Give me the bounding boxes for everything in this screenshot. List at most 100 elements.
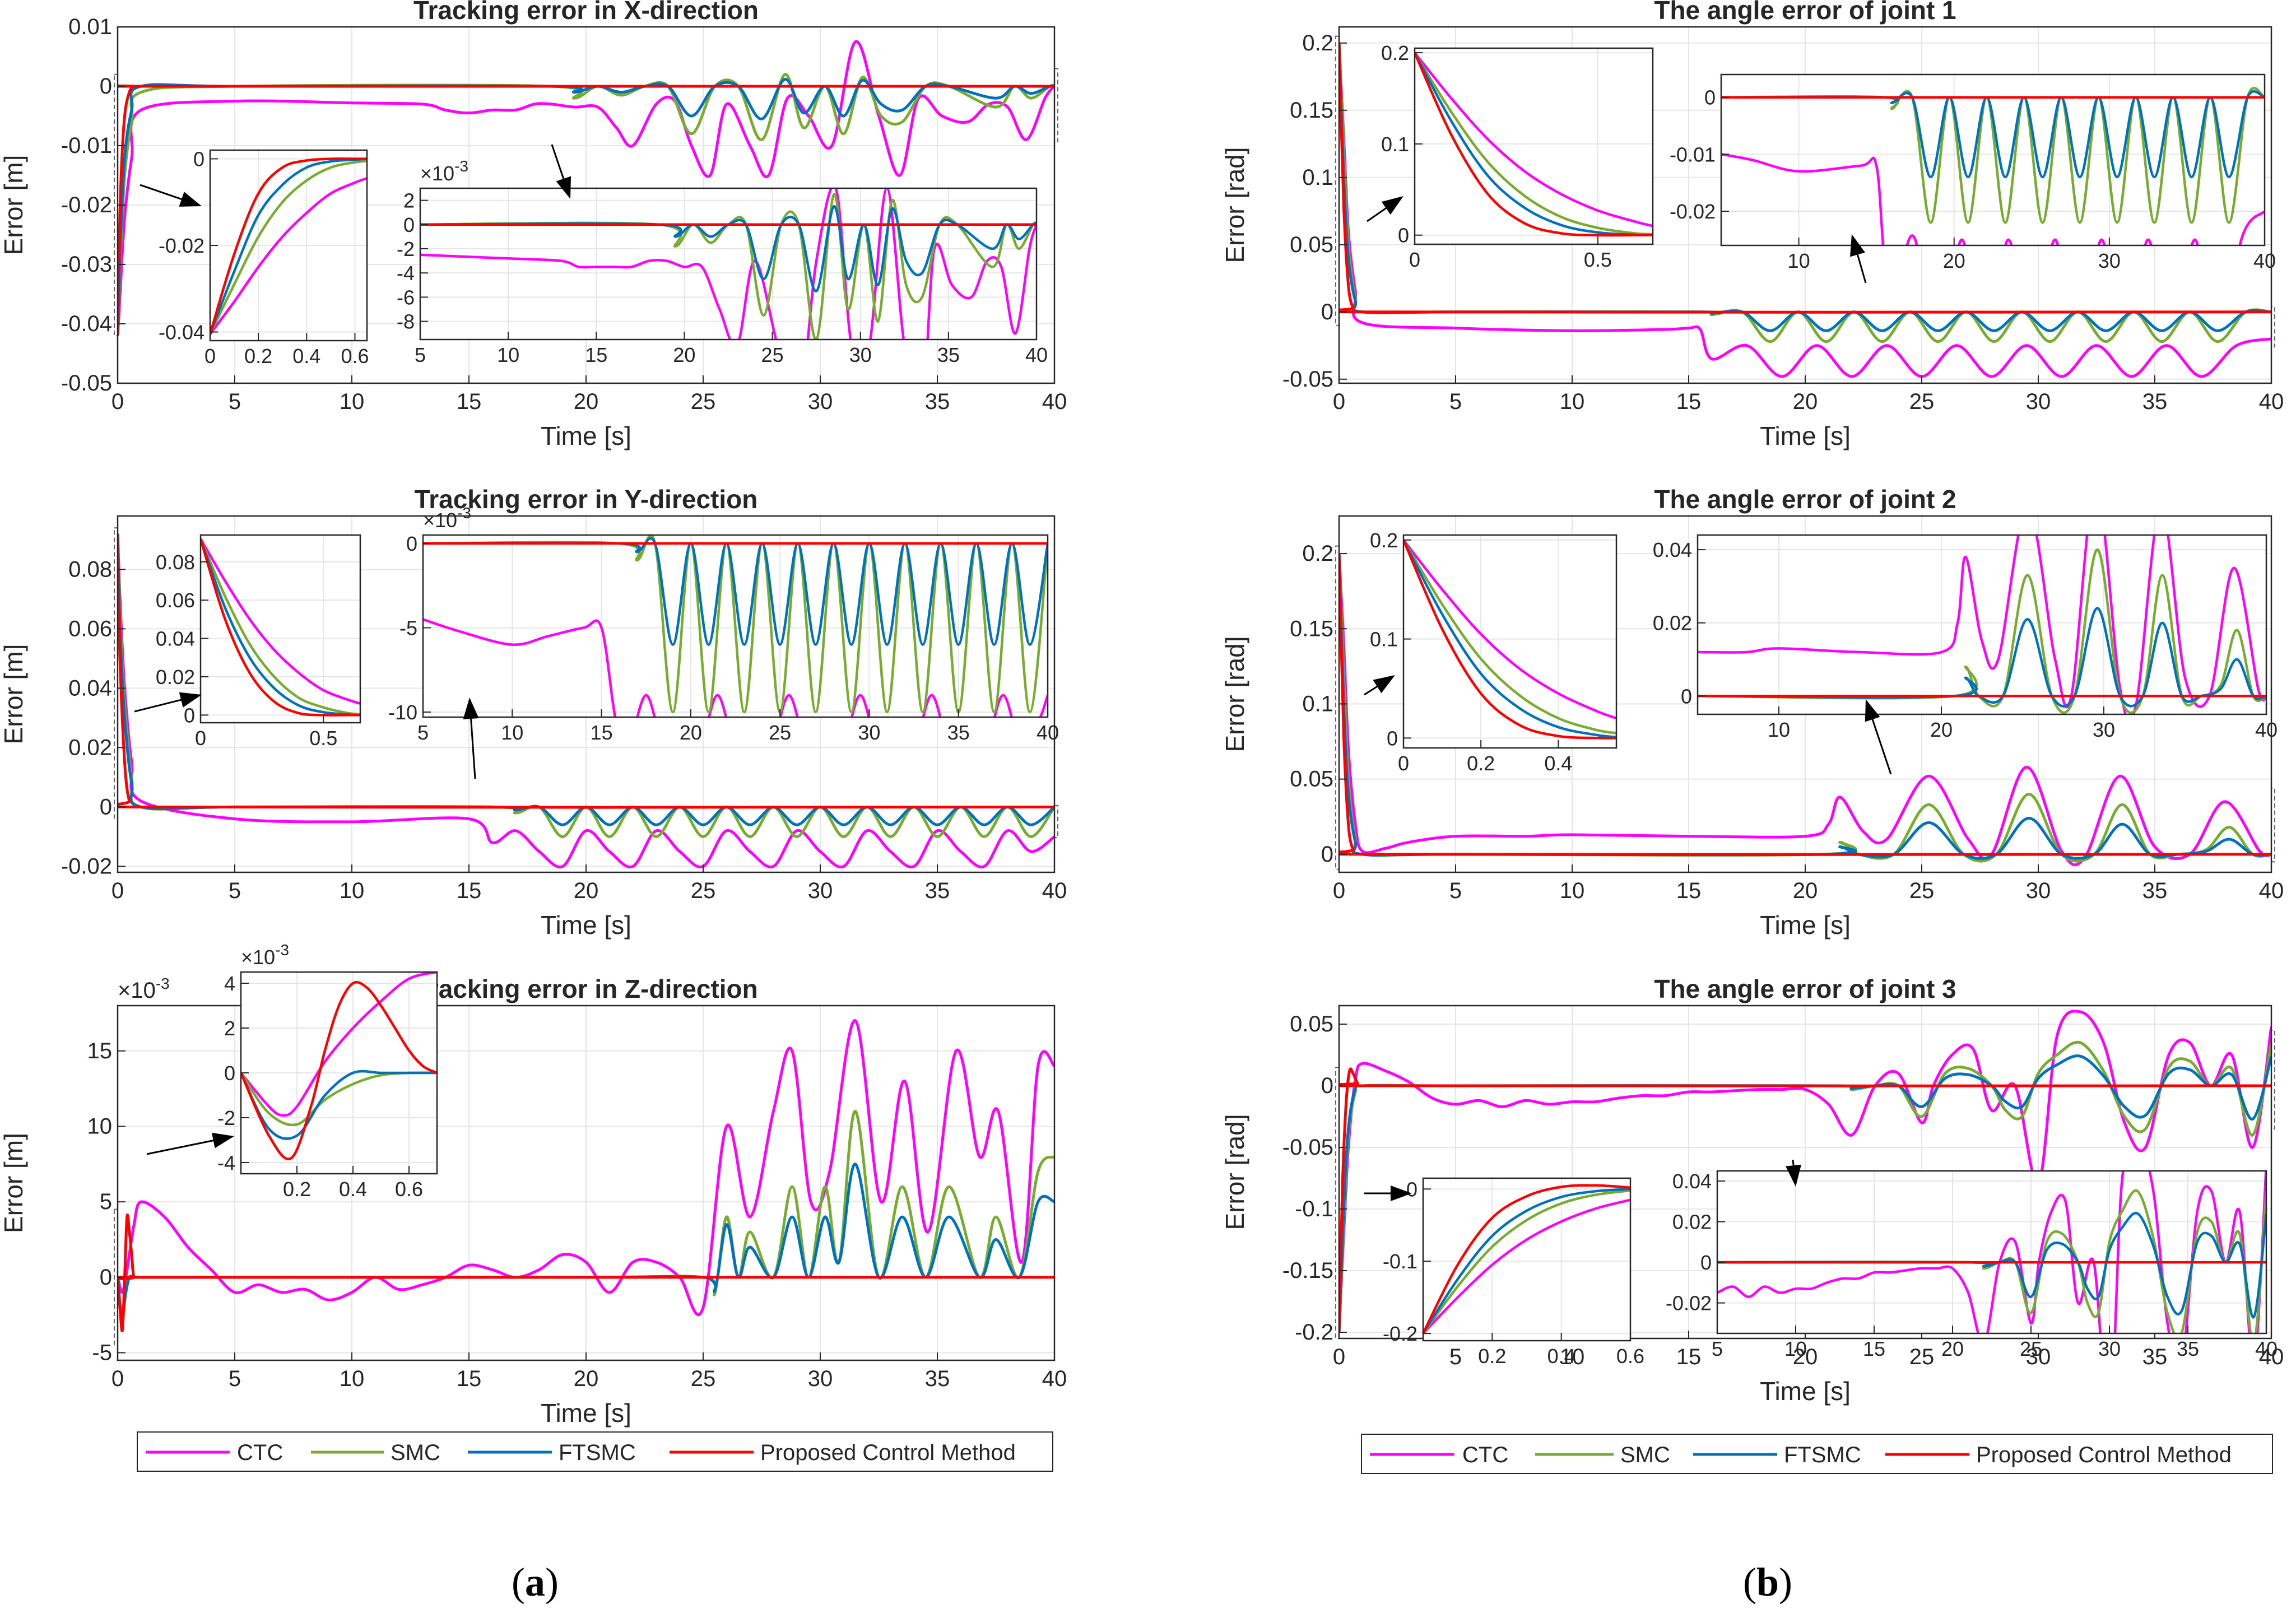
plot-area-ax_in2 bbox=[420, 188, 1037, 340]
x-tick-label: 25 bbox=[761, 343, 784, 366]
x-tick-label: 15 bbox=[1676, 1345, 1702, 1369]
y-tick-label: 0.02 bbox=[1653, 612, 1692, 635]
x-tick-label: 25 bbox=[691, 1366, 716, 1391]
x-tick-label: 40 bbox=[1042, 878, 1067, 903]
x-tick-label: 0 bbox=[195, 727, 206, 750]
y-tick-label: 0.2 bbox=[1302, 31, 1333, 55]
y-tick-label: -4 bbox=[397, 262, 415, 285]
series-group-az bbox=[118, 1019, 1054, 1333]
legend-a-proposed-label: Proposed Control Method bbox=[760, 1440, 1016, 1465]
y-tick-label: 0.15 bbox=[1290, 616, 1333, 641]
x-tick-label: 0.4 bbox=[1547, 1345, 1575, 1368]
x-tick-label: 0.5 bbox=[309, 727, 337, 750]
legend-a: CTC SMC FTSMC Proposed Control Method bbox=[137, 1431, 1053, 1472]
x-tick-label: 20 bbox=[673, 343, 695, 366]
y-tick-label: 4 bbox=[224, 972, 235, 995]
x-tick-label: 35 bbox=[937, 343, 960, 366]
x-axis-label: Time [s] bbox=[1760, 421, 1851, 450]
axis-exponent: ×10-3 bbox=[241, 941, 289, 969]
x-tick-label: 15 bbox=[457, 389, 482, 414]
axes-frame bbox=[1697, 534, 2267, 715]
y-tick-label: -0.03 bbox=[61, 252, 112, 277]
y-tick-label: 0.01 bbox=[68, 15, 112, 39]
series-group-az_in1 bbox=[241, 972, 437, 1160]
series-group-ay bbox=[118, 533, 1054, 868]
y-tick-label: -0.01 bbox=[61, 133, 112, 158]
x-tick-label: 40 bbox=[2259, 1345, 2284, 1369]
x-tick-label: 15 bbox=[1676, 878, 1702, 903]
axis-exponent: ×10-3 bbox=[423, 504, 471, 532]
y-tick-label: 0.04 bbox=[1672, 1170, 1712, 1193]
subfigure-label-a: (a) bbox=[512, 1560, 559, 1605]
y-tick-label: 0 bbox=[1398, 224, 1409, 247]
y-tick-label: 0.05 bbox=[1290, 233, 1333, 257]
y-tick-label: 0.2 bbox=[1370, 529, 1398, 552]
zoom-arrow bbox=[1367, 196, 1403, 222]
y-tick-label: -0.02 bbox=[1666, 1292, 1712, 1315]
x-axis-label: Time [s] bbox=[541, 421, 631, 450]
x-tick-label: 15 bbox=[591, 721, 613, 744]
y-tick-label: -0.05 bbox=[61, 371, 112, 396]
x-tick-label: 35 bbox=[2142, 389, 2168, 414]
y-tick-label: -0.01 bbox=[1670, 143, 1716, 166]
legend-b-proposed-label: Proposed Control Method bbox=[1976, 1443, 2232, 1467]
x-tick-label: 15 bbox=[1676, 389, 1702, 414]
x-tick-label: 20 bbox=[1793, 389, 1818, 414]
series-line-proposed-control-method bbox=[201, 538, 360, 717]
x-tick-label: 20 bbox=[1943, 249, 1965, 272]
legend-b-box bbox=[1361, 1434, 2273, 1474]
y-tick-label: -0.15 bbox=[1282, 1258, 1333, 1283]
y-tick-label: 0 bbox=[1321, 300, 1333, 324]
series-line-ftsmc bbox=[1721, 90, 2265, 179]
x-tick-label: 20 bbox=[680, 721, 702, 744]
legend-b-ctc-label: CTC bbox=[1462, 1443, 1508, 1467]
y-tick-label: 0.1 bbox=[1302, 165, 1333, 190]
x-tick-label: 40 bbox=[2255, 1337, 2278, 1360]
y-tick-label: 0.04 bbox=[156, 627, 195, 650]
zoom-arrow bbox=[134, 692, 202, 713]
y-tick-label: -2 bbox=[397, 238, 415, 261]
x-tick-label: 0.2 bbox=[244, 345, 272, 368]
y-tick-label: -0.04 bbox=[159, 321, 204, 344]
x-tick-label: 30 bbox=[2026, 1345, 2051, 1369]
series-line-ftsmc bbox=[1403, 539, 1616, 738]
y-tick-label: 5 bbox=[100, 1189, 112, 1214]
x-tick-label: 30 bbox=[2093, 718, 2115, 741]
series-line-ctc bbox=[1403, 539, 1616, 720]
x-axis-label: Time [s] bbox=[1760, 1377, 1851, 1406]
legend-a-ftsmc-label: FTSMC bbox=[559, 1440, 636, 1465]
zoom-arrow bbox=[463, 698, 479, 779]
x-tick-label: 10 bbox=[501, 721, 523, 744]
x-tick-label: 0 bbox=[1333, 878, 1345, 903]
x-tick-label: 0.4 bbox=[339, 1178, 367, 1201]
series-group-bj3_in2 bbox=[1717, 1171, 2266, 1333]
y-tick-label: 0 bbox=[100, 1265, 112, 1290]
series-line-proposed-control-method bbox=[241, 980, 437, 1160]
y-tick-label: 2 bbox=[403, 189, 415, 212]
y-axis-label: Error [rad] bbox=[1220, 1114, 1249, 1230]
axes-frame bbox=[419, 187, 1038, 341]
x-tick-label: 25 bbox=[1909, 389, 1935, 414]
y-tick-label: -2 bbox=[217, 1106, 235, 1129]
series-group-bj2_in1 bbox=[1403, 539, 1616, 740]
x-tick-label: 25 bbox=[769, 721, 791, 744]
y-axis-label: Error [rad] bbox=[1220, 636, 1249, 752]
x-tick-label: 40 bbox=[2253, 249, 2276, 272]
zoom-arrow bbox=[146, 1132, 234, 1155]
axes-bj3_in1: 0.2 0.4 0.6 -0.2 -0.1 0 bbox=[1383, 1177, 1644, 1368]
axes-frame bbox=[1720, 73, 2266, 247]
y-tick-label: 0.04 bbox=[68, 676, 112, 700]
x-tick-label: 30 bbox=[2026, 878, 2051, 903]
chart-title: The angle error of joint 1 bbox=[1654, 0, 1956, 25]
y-tick-label: -0.02 bbox=[61, 854, 112, 878]
axes-ay_in2: 5 10 15 20 25 30 35 40 -10 -5 0 ×10-3 bbox=[388, 504, 1059, 744]
series-group-bj3 bbox=[1339, 1010, 2271, 1333]
y-tick-label: 0.06 bbox=[68, 616, 112, 641]
x-tick-label: 10 bbox=[1560, 389, 1585, 414]
legend-b-ftsmc-label: FTSMC bbox=[1784, 1443, 1861, 1467]
x-tick-label: 0 bbox=[204, 345, 216, 368]
y-tick-label: -0.02 bbox=[61, 193, 112, 217]
y-tick-label: 0 bbox=[100, 74, 112, 99]
x-tick-label: 5 bbox=[229, 389, 241, 414]
x-tick-label: 20 bbox=[1793, 878, 1818, 903]
